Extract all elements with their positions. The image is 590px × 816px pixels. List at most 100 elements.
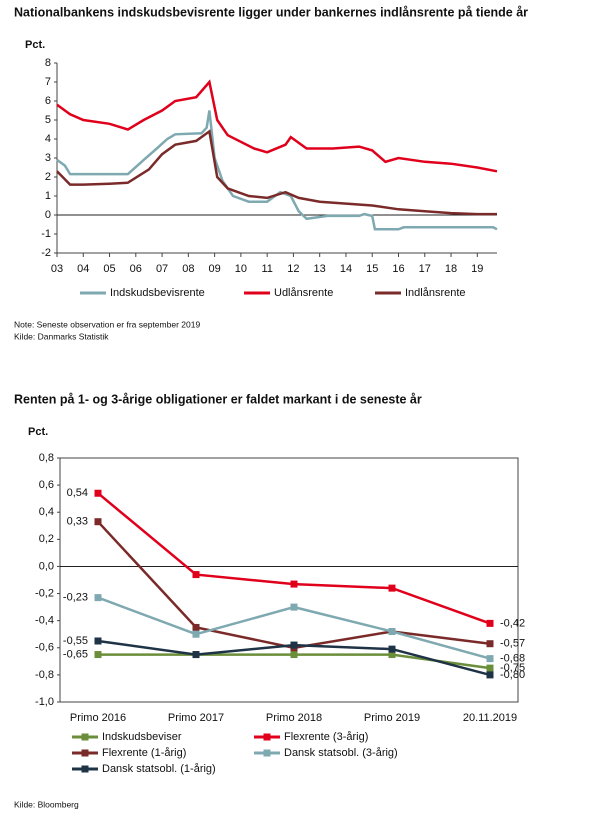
marker bbox=[486, 655, 494, 663]
y-tick-label: 0,8 bbox=[39, 452, 54, 464]
x-tick-label: 11 bbox=[261, 263, 272, 275]
y-tick-label: 2 bbox=[45, 171, 51, 183]
y-axis-label: Pct. bbox=[28, 426, 48, 438]
marker bbox=[290, 603, 298, 611]
y-tick-label: -0,6 bbox=[35, 642, 54, 654]
value-label: -0,80 bbox=[500, 669, 525, 681]
legend-label: Indskudsbevisrente bbox=[110, 287, 205, 299]
x-tick-label: 17 bbox=[419, 263, 431, 275]
legend-marker bbox=[81, 749, 89, 757]
marker bbox=[290, 580, 298, 588]
series-line bbox=[56, 79, 498, 173]
marker bbox=[486, 671, 494, 679]
y-tick-label: 6 bbox=[45, 95, 51, 107]
value-label: 0,54 bbox=[67, 487, 88, 499]
value-label: -0,23 bbox=[63, 592, 88, 604]
plot-frame bbox=[57, 63, 497, 253]
legend-marker bbox=[81, 765, 89, 773]
y-tick-label: 4 bbox=[45, 133, 51, 145]
value-label: -0,55 bbox=[63, 635, 88, 647]
marker bbox=[192, 571, 200, 579]
y-tick-label: -1 bbox=[41, 228, 51, 240]
marker bbox=[192, 651, 200, 659]
marker bbox=[388, 645, 396, 653]
y-tick-label: 0,0 bbox=[39, 560, 54, 572]
marker bbox=[486, 619, 494, 627]
marker bbox=[192, 623, 200, 631]
y-tick-label: 0,2 bbox=[39, 533, 54, 545]
x-tick-label: 13 bbox=[314, 263, 326, 275]
y-tick-label: 1 bbox=[45, 190, 51, 202]
x-tick-label: Primo 2016 bbox=[70, 712, 126, 724]
value-label: -0,65 bbox=[63, 648, 88, 660]
y-tick-label: -0,8 bbox=[35, 669, 54, 681]
legend-label: Indskudsbeviser bbox=[102, 731, 182, 743]
note: Kilde: Danmarks Statistik bbox=[14, 331, 109, 341]
marker bbox=[486, 640, 494, 648]
value-label: -0,75 bbox=[500, 662, 525, 674]
legend-label: Dansk statsobl. (3-årig) bbox=[284, 747, 398, 759]
x-tick-label: 18 bbox=[445, 263, 457, 275]
x-tick-label: 04 bbox=[77, 263, 89, 275]
marker bbox=[192, 630, 200, 638]
marker bbox=[94, 489, 102, 497]
value-label: 0,33 bbox=[67, 516, 88, 528]
x-tick-label: 06 bbox=[130, 263, 142, 275]
legend-label: Dansk statsobl. (1-årig) bbox=[102, 763, 216, 775]
marker bbox=[94, 651, 102, 659]
marker bbox=[290, 641, 298, 649]
y-axis-label: Pct. bbox=[25, 39, 45, 51]
chart-title: Renten på 1- og 3-årige obligationer er … bbox=[14, 392, 422, 406]
legend-label: Flexrente (1-årig) bbox=[102, 747, 186, 759]
marker bbox=[94, 594, 102, 602]
x-tick-label: Primo 2017 bbox=[168, 712, 224, 724]
x-tick-label: 09 bbox=[208, 263, 220, 275]
y-tick-label: -0,4 bbox=[35, 615, 54, 627]
marker bbox=[94, 518, 102, 526]
marker bbox=[388, 628, 396, 636]
value-label: -0,57 bbox=[500, 638, 525, 650]
value-label: -0,42 bbox=[500, 617, 525, 629]
x-tick-label: Primo 2018 bbox=[266, 712, 322, 724]
legend-marker bbox=[263, 749, 271, 757]
note: Kilde: Bloomberg bbox=[14, 799, 79, 809]
x-tick-label: 19 bbox=[471, 263, 483, 275]
y-tick-label: -0,2 bbox=[35, 587, 54, 599]
legend-marker bbox=[263, 733, 271, 741]
y-tick-label: 7 bbox=[45, 76, 51, 88]
series-line bbox=[56, 129, 497, 216]
legend-marker bbox=[81, 733, 89, 741]
x-tick-label: 05 bbox=[103, 263, 115, 275]
y-tick-label: 3 bbox=[45, 152, 51, 164]
chart-title: Nationalbankens indskudsbevisrente ligge… bbox=[14, 5, 528, 19]
x-tick-label: 10 bbox=[235, 263, 247, 275]
x-tick-label: Primo 2019 bbox=[364, 712, 420, 724]
marker bbox=[94, 637, 102, 645]
marker bbox=[486, 664, 494, 672]
x-tick-label: 15 bbox=[366, 263, 378, 275]
x-tick-label: 03 bbox=[51, 263, 63, 275]
note: Note: Seneste observation er fra septemb… bbox=[14, 319, 200, 329]
x-tick-label: 14 bbox=[340, 263, 352, 275]
y-tick-label: 0 bbox=[45, 209, 51, 221]
y-tick-label: 0,6 bbox=[39, 479, 54, 491]
series-line bbox=[56, 110, 498, 231]
marker bbox=[290, 651, 298, 659]
x-tick-label: 12 bbox=[287, 263, 299, 275]
y-tick-label: 8 bbox=[45, 57, 51, 69]
y-tick-label: -2 bbox=[41, 247, 51, 259]
x-tick-label: 07 bbox=[156, 263, 168, 275]
y-tick-label: 5 bbox=[45, 114, 51, 126]
y-tick-label: -1,0 bbox=[35, 696, 54, 708]
legend-label: Udlånsrente bbox=[274, 287, 333, 299]
marker bbox=[388, 584, 396, 592]
y-tick-label: 0,4 bbox=[39, 506, 54, 518]
marker bbox=[388, 651, 396, 659]
legend-label: Indlånsrente bbox=[405, 287, 466, 299]
value-label: -0,68 bbox=[500, 653, 525, 665]
x-tick-label: 08 bbox=[182, 263, 194, 275]
x-tick-label: 20.11.2019 bbox=[463, 712, 517, 724]
legend-label: Flexrente (3-årig) bbox=[284, 731, 368, 743]
x-tick-label: 16 bbox=[392, 263, 404, 275]
